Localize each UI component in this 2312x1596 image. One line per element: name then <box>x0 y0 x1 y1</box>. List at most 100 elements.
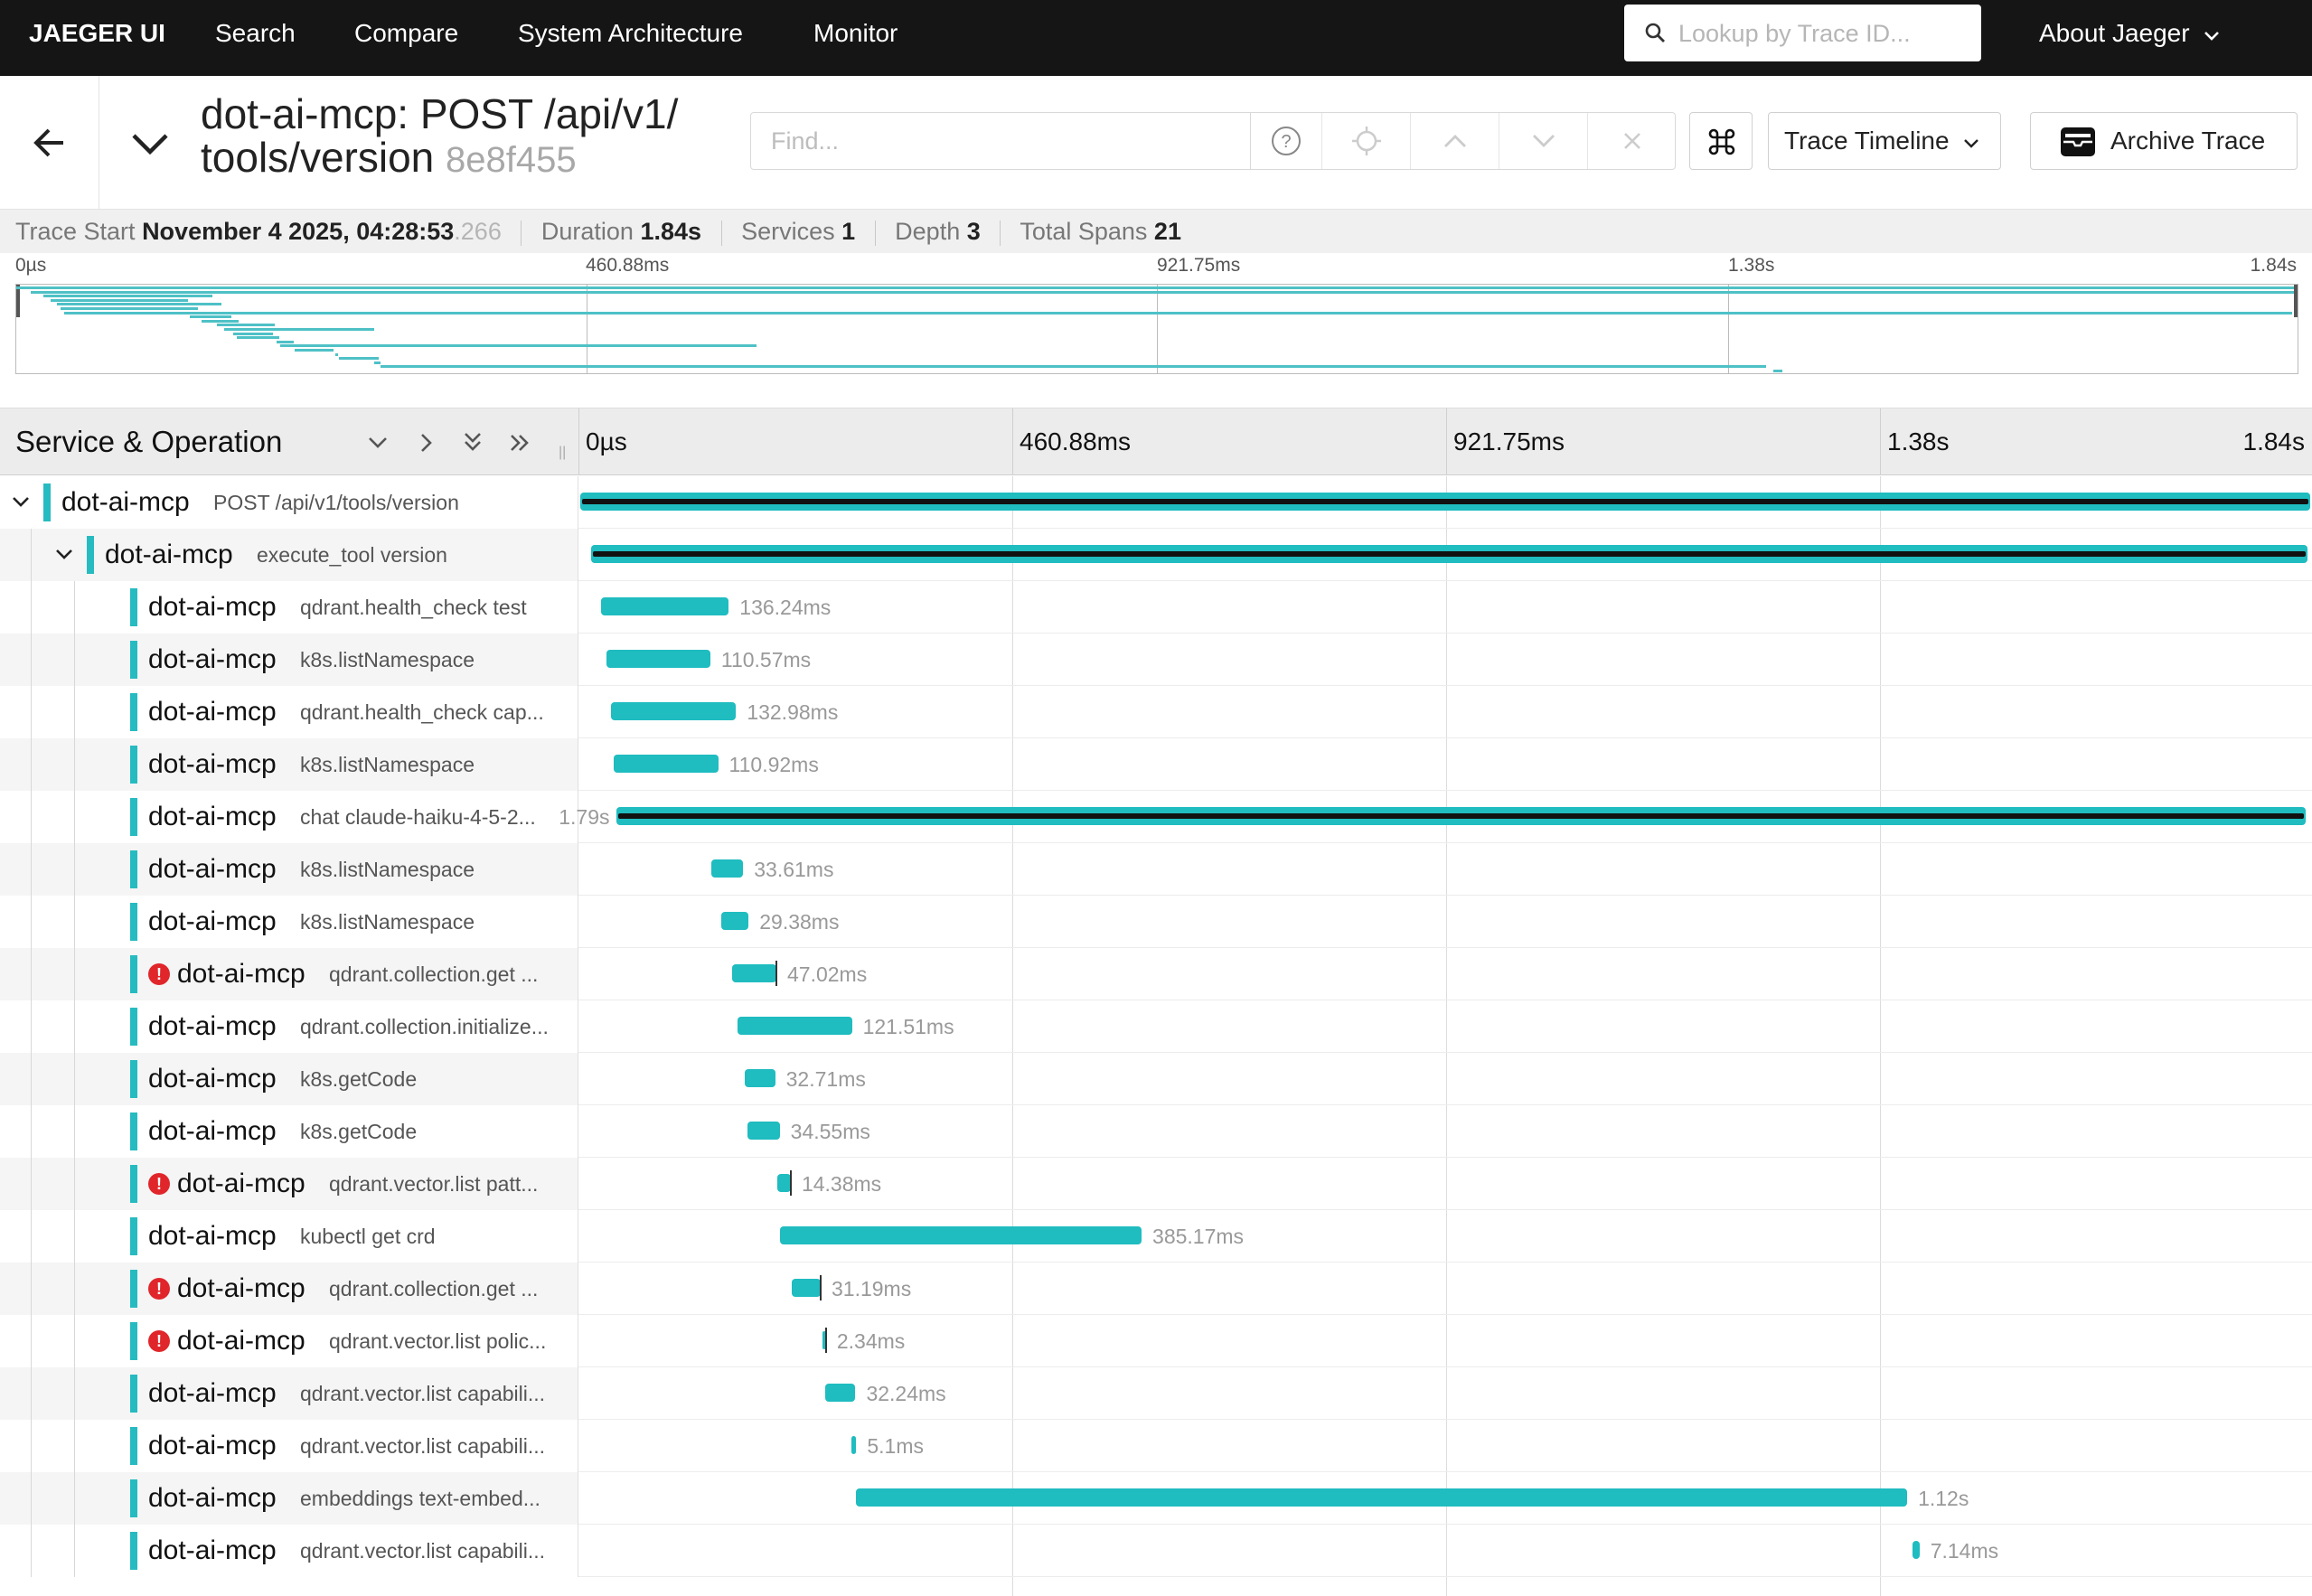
span-row[interactable]: dot-ai-mcp k8s.getCode 32.71ms <box>0 1053 2312 1105</box>
span-bar[interactable] <box>720 912 749 930</box>
clear-find-button[interactable] <box>1587 113 1676 169</box>
span-row[interactable]: dot-ai-mcp kubectl get crd 385.17ms <box>0 1210 2312 1263</box>
next-match-button[interactable] <box>1499 113 1587 169</box>
span-bar[interactable] <box>732 964 776 982</box>
focus-match-button[interactable] <box>1321 113 1410 169</box>
separator <box>521 220 522 246</box>
trace-collapse-toggle[interactable] <box>127 121 174 168</box>
span-name-cell[interactable]: dot-ai-mcp kubectl get crd <box>0 1210 578 1263</box>
span-row[interactable]: dot-ai-mcp k8s.listNamespace 110.57ms <box>0 634 2312 686</box>
nav-system-architecture[interactable]: System Architecture <box>518 19 743 47</box>
span-bar[interactable] <box>611 702 737 720</box>
span-bar[interactable] <box>591 545 2308 563</box>
span-row[interactable]: dot-ai-mcp k8s.listNamespace 29.38ms <box>0 896 2312 948</box>
span-name-cell[interactable]: dot-ai-mcp qdrant.vector.list capabili... <box>0 1525 578 1577</box>
span-duration: 14.38ms <box>801 1172 882 1196</box>
span-name-cell[interactable]: dot-ai-mcp qdrant.health_check cap... <box>0 686 578 738</box>
tree-toggle[interactable] <box>51 541 78 568</box>
span-row[interactable]: dot-ai-mcp k8s.getCode 34.55ms <box>0 1105 2312 1158</box>
keyboard-shortcuts-button[interactable] <box>1689 112 1753 170</box>
archive-trace-button[interactable]: Archive Trace <box>2030 112 2298 170</box>
span-row[interactable]: dot-ai-mcp qdrant.health_check test 136.24… <box>0 581 2312 634</box>
span-row[interactable]: dot-ai-mcp k8s.listNamespace 33.61ms <box>0 843 2312 896</box>
about-jaeger-menu[interactable]: About Jaeger <box>2039 0 2220 76</box>
span-row[interactable]: dot-ai-mcp qdrant.collection.initialize..… <box>0 1000 2312 1053</box>
span-row[interactable]: dot-ai-mcp qdrant.health_check cap... 132.… <box>0 686 2312 738</box>
nav-search[interactable]: Search <box>215 19 296 47</box>
span-bar[interactable] <box>711 859 744 878</box>
nav-compare[interactable]: Compare <box>354 19 459 47</box>
span-name-cell[interactable]: dot-ai-mcp qdrant.health_check test <box>0 581 578 634</box>
prev-match-button[interactable] <box>1410 113 1499 169</box>
span-bar[interactable] <box>606 650 710 668</box>
span-name-cell[interactable]: dot-ai-mcp k8s.getCode <box>0 1053 578 1105</box>
span-row[interactable]: dot-ai-mcp qdrant.vector.list capabili...… <box>0 1420 2312 1472</box>
expand-one-level-icon[interactable] <box>411 428 440 457</box>
find-help-button[interactable]: ? <box>1251 113 1321 169</box>
span-name-cell[interactable]: dot-ai-mcp qdrant.vector.list capabili... <box>0 1420 578 1472</box>
span-row[interactable]: dot-ai-mcp chat claude-haiku-4-5-2... 1.79… <box>0 791 2312 843</box>
span-bar[interactable] <box>851 1436 857 1454</box>
span-bar[interactable] <box>580 493 2310 511</box>
minimap-range-handle-right[interactable] <box>2294 285 2298 317</box>
span-row[interactable]: ! dot-ai-mcp qdrant.vector.list polic... 2.… <box>0 1315 2312 1367</box>
span-row[interactable]: dot-ai-mcp POST /api/v1/tools/version <box>0 476 2312 529</box>
span-row[interactable]: ! dot-ai-mcp qdrant.collection.get ... 31.1… <box>0 1263 2312 1315</box>
column-resize-grip[interactable]: || <box>559 445 567 460</box>
span-bar[interactable] <box>1913 1541 1920 1559</box>
span-name-cell[interactable]: dot-ai-mcp k8s.listNamespace <box>0 738 578 791</box>
minimap-canvas[interactable] <box>15 284 2298 374</box>
span-name-cell[interactable]: dot-ai-mcp qdrant.collection.initialize..… <box>0 1000 578 1053</box>
nav-monitor[interactable]: Monitor <box>813 19 898 47</box>
span-row[interactable]: dot-ai-mcp embeddings text-embed... 1.12s <box>0 1472 2312 1525</box>
span-bar[interactable] <box>791 1279 821 1297</box>
archive-icon <box>2061 127 2095 156</box>
minimap-range-handle-left[interactable] <box>16 285 20 317</box>
span-name-cell[interactable]: ! dot-ai-mcp qdrant.collection.get ... <box>0 948 578 1000</box>
span-bar[interactable] <box>600 597 729 615</box>
trace-title-line1: dot-ai-mcp: POST /api/v1/ <box>201 90 679 137</box>
span-name-cell[interactable]: dot-ai-mcp POST /api/v1/tools/version <box>0 476 578 529</box>
span-name-cell[interactable]: dot-ai-mcp k8s.listNamespace <box>0 634 578 686</box>
span-row[interactable]: dot-ai-mcp execute_tool version <box>0 529 2312 581</box>
span-bar[interactable] <box>616 807 2307 825</box>
span-name-cell[interactable]: ! dot-ai-mcp qdrant.vector.list patt... <box>0 1158 578 1210</box>
span-bar[interactable] <box>738 1017 852 1035</box>
span-name-cell[interactable]: dot-ai-mcp k8s.listNamespace <box>0 843 578 896</box>
span-row[interactable]: dot-ai-mcp qdrant.vector.list capabili...… <box>0 1525 2312 1577</box>
span-row[interactable]: ! dot-ai-mcp qdrant.vector.list patt... 14.… <box>0 1158 2312 1210</box>
span-name-cell[interactable]: dot-ai-mcp chat claude-haiku-4-5-2... <box>0 791 578 843</box>
back-button[interactable] <box>0 76 99 210</box>
span-bar[interactable] <box>777 1174 791 1192</box>
span-row[interactable]: dot-ai-mcp qdrant.vector.list capabili...… <box>0 1367 2312 1420</box>
collapse-all-icon[interactable] <box>458 428 487 457</box>
column-divider[interactable] <box>578 408 579 475</box>
operation-name: chat claude-haiku-4-5-2... <box>300 805 536 829</box>
find-input[interactable] <box>751 113 1251 169</box>
collapse-one-level-icon[interactable] <box>363 428 392 457</box>
trace-id-lookup-input[interactable] <box>1677 14 1966 53</box>
span-bar[interactable] <box>822 1331 826 1349</box>
span-name-cell[interactable]: ! dot-ai-mcp qdrant.vector.list polic... <box>0 1315 578 1367</box>
service-color-marker <box>130 903 137 941</box>
span-name-cell[interactable]: dot-ai-mcp k8s.listNamespace <box>0 896 578 948</box>
span-name-cell[interactable]: dot-ai-mcp embeddings text-embed... <box>0 1472 578 1525</box>
span-bar[interactable] <box>780 1226 1142 1244</box>
span-bar[interactable] <box>824 1384 856 1402</box>
span-row[interactable]: ! dot-ai-mcp qdrant.collection.get ... 47.0… <box>0 948 2312 1000</box>
span-duration: 5.1ms <box>867 1434 924 1458</box>
span-name-cell[interactable]: dot-ai-mcp qdrant.vector.list capabili... <box>0 1367 578 1420</box>
brand-logo[interactable]: JAEGER UI <box>29 19 165 47</box>
span-name-cell[interactable]: dot-ai-mcp execute_tool version <box>0 529 578 581</box>
span-bar[interactable] <box>747 1122 780 1140</box>
span-bar[interactable] <box>856 1488 1908 1507</box>
span-bar[interactable] <box>744 1069 775 1087</box>
view-mode-select[interactable]: Trace Timeline <box>1768 112 2001 170</box>
tree-toggle[interactable] <box>7 489 34 516</box>
span-name-cell[interactable]: dot-ai-mcp k8s.getCode <box>0 1105 578 1158</box>
span-row[interactable]: dot-ai-mcp k8s.listNamespace 110.92ms <box>0 738 2312 791</box>
expand-all-icon[interactable] <box>506 428 535 457</box>
span-bar[interactable] <box>614 755 719 773</box>
span-name-cell[interactable]: ! dot-ai-mcp qdrant.collection.get ... <box>0 1263 578 1315</box>
tree-guide <box>31 1263 32 1315</box>
